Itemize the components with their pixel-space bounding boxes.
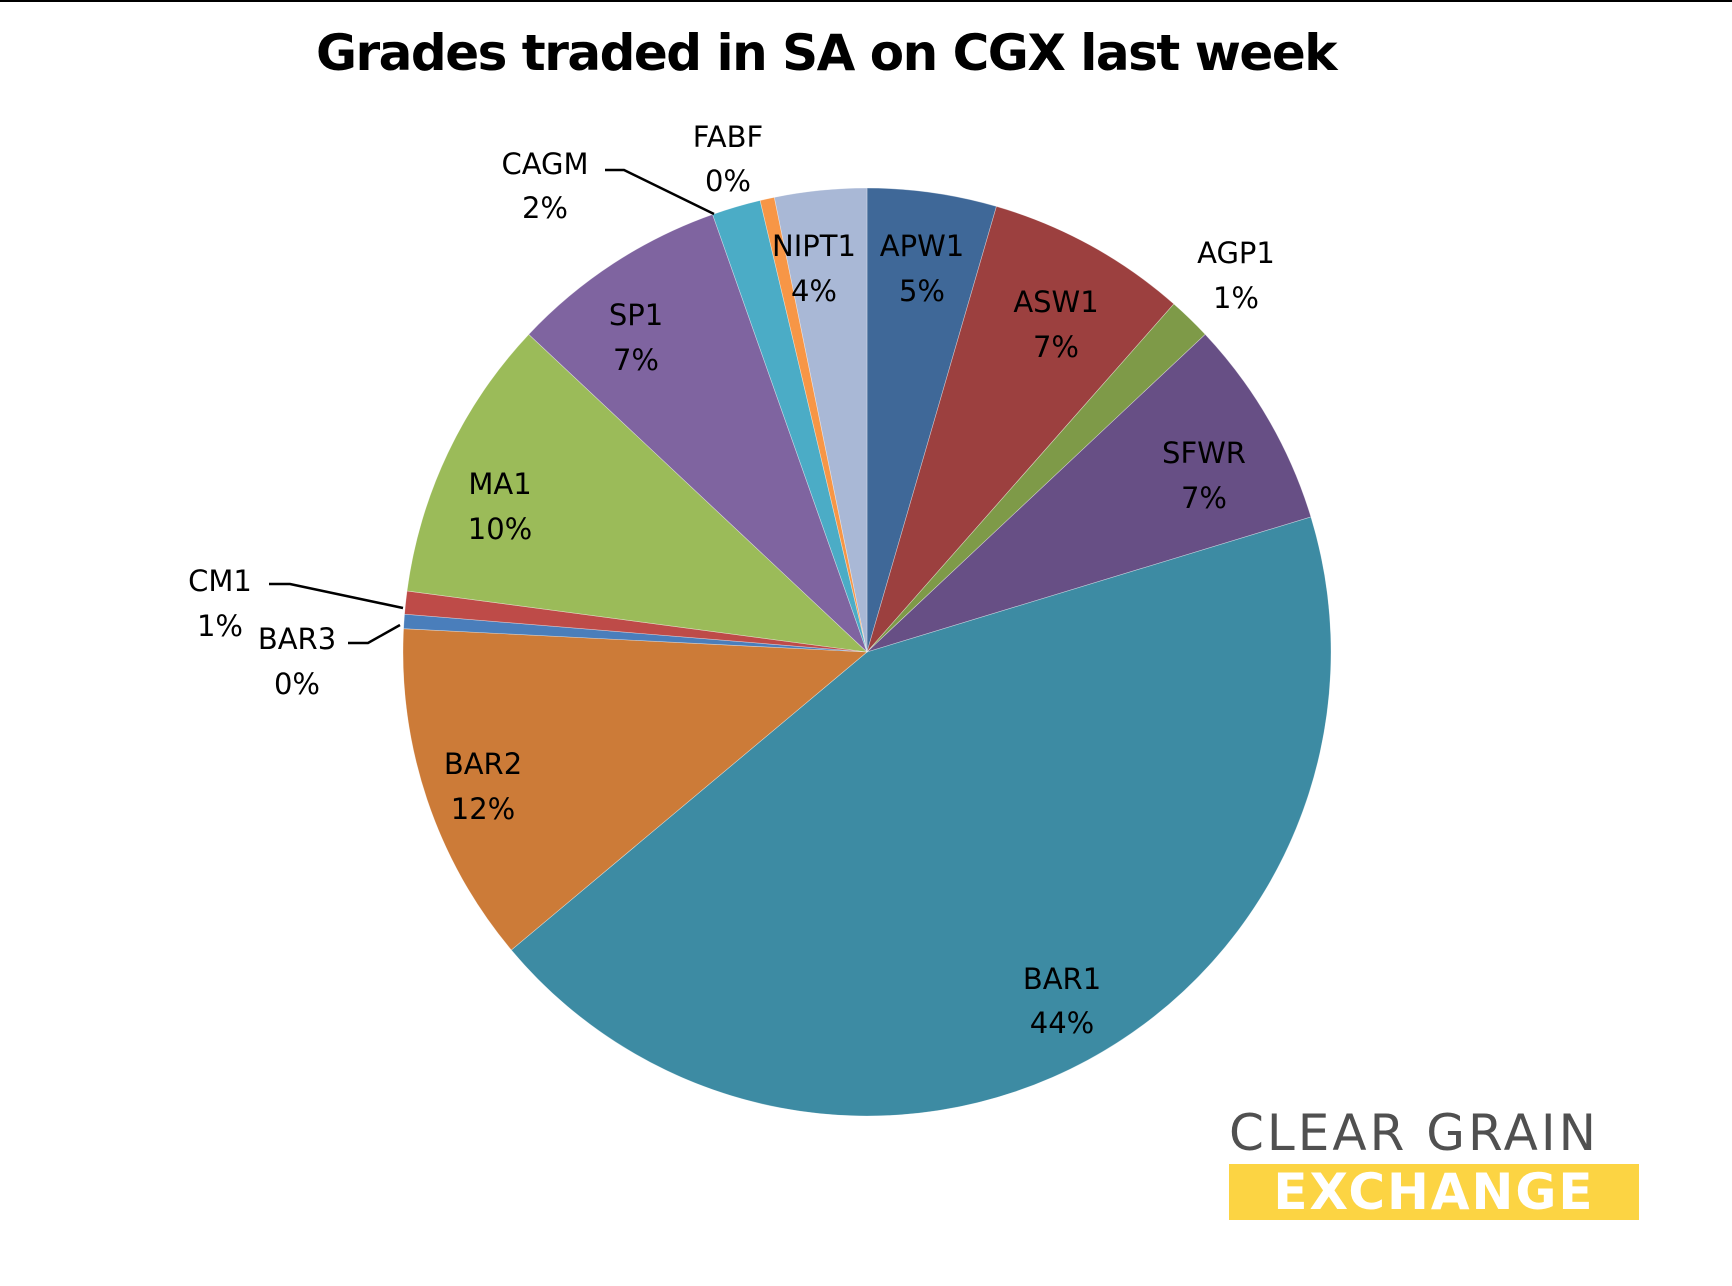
slice-name-agp1: AGP1 <box>1197 236 1275 270</box>
logo-line-1: CLEAR GRAIN <box>1229 1104 1600 1162</box>
slice-name-bar1: BAR1 <box>1023 962 1101 996</box>
leader-lines <box>269 168 715 645</box>
slice-name-ma1: MA1 <box>468 467 531 501</box>
slice-percent-apw1: 5% <box>899 274 945 308</box>
slice-name-asw1: ASW1 <box>1013 285 1098 319</box>
leader-line-cagm <box>605 168 715 216</box>
slice-percent-sfwr: 7% <box>1181 481 1227 515</box>
slice-percent-cagm: 2% <box>522 191 568 225</box>
leader-line-bar3 <box>348 623 401 645</box>
slice-percent-asw1: 7% <box>1033 330 1079 364</box>
pie-slice-bar1 <box>510 516 1332 1117</box>
slice-percent-agp1: 1% <box>1213 281 1259 315</box>
slice-labels: APW1 5% ASW1 7% AGP1 1% SFWR 7% BAR1 44% BAR2 12% BA… <box>188 120 1275 1040</box>
pie-slice-bar2 <box>402 628 868 951</box>
slice-name-bar2: BAR2 <box>444 747 522 781</box>
slice-name-apw1: APW1 <box>880 229 964 263</box>
slice-percent-sp1: 7% <box>613 343 659 377</box>
slice-percent-ma1: 10% <box>468 512 532 546</box>
slice-percent-nipt1: 4% <box>791 274 837 308</box>
slice-name-cm1: CM1 <box>188 564 252 598</box>
logo-line-2: EXCHANGE <box>1273 1164 1595 1220</box>
slice-percent-bar1: 44% <box>1030 1006 1094 1040</box>
slice-name-sp1: SP1 <box>609 298 663 332</box>
slice-percent-cm1: 1% <box>197 609 243 643</box>
slice-percent-bar2: 12% <box>451 792 515 826</box>
pie-slice-ma1 <box>406 333 868 653</box>
slice-name-fabf: FABF <box>693 120 763 154</box>
pie-slice-sp1 <box>528 214 868 653</box>
slice-name-nipt1: NIPT1 <box>772 229 856 263</box>
slice-percent-bar3: 0% <box>274 667 320 701</box>
slice-name-bar3: BAR3 <box>258 622 336 656</box>
chart-title: Grades traded in SA on CGX last week <box>315 24 1338 82</box>
slice-name-sfwr: SFWR <box>1162 436 1246 470</box>
pie-slice-sfwr <box>866 333 1312 653</box>
leader-line-cm1 <box>269 582 404 610</box>
pie-slice-nipt1 <box>773 187 868 653</box>
top-border-line <box>0 0 1732 2</box>
pie-slice-asw1 <box>866 206 1175 653</box>
pie-slices <box>402 187 1332 1117</box>
slice-percent-fabf: 0% <box>705 164 751 198</box>
logo-band: EXCHANGE <box>1229 1164 1639 1220</box>
slice-name-cagm: CAGM <box>501 147 588 181</box>
clear-grain-exchange-logo: CLEAR GRAIN EXCHANGE <box>1229 1108 1639 1220</box>
